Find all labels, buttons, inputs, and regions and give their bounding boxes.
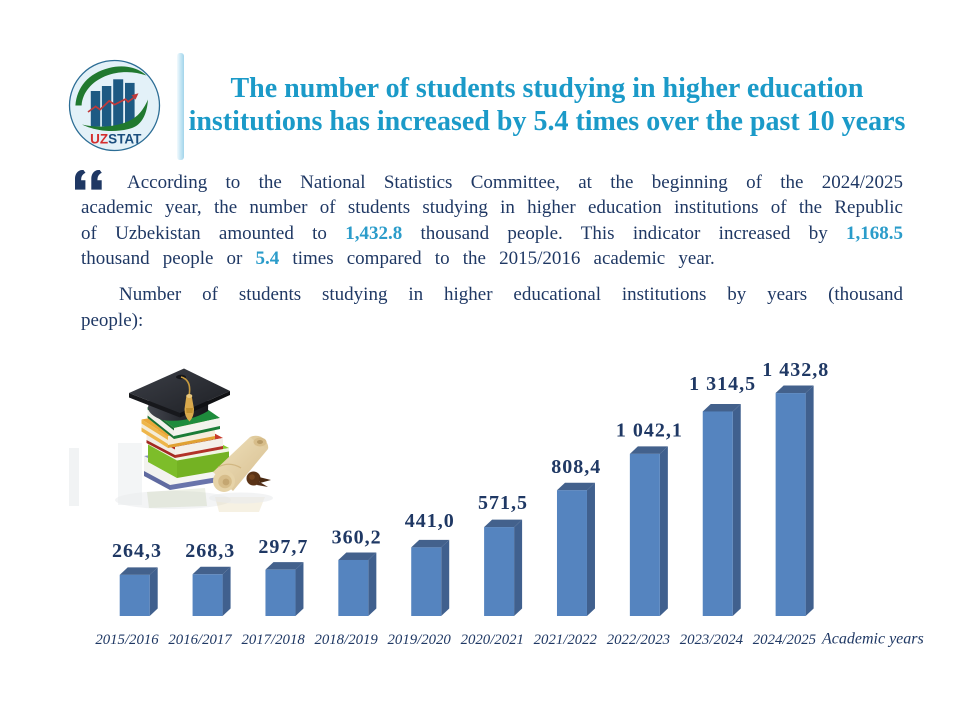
svg-text:2017/2018: 2017/2018 [241, 632, 305, 648]
svg-text:571,5: 571,5 [478, 492, 528, 514]
svg-text:1 042,1: 1 042,1 [616, 420, 683, 442]
svg-text:2015/2016: 2015/2016 [95, 632, 159, 648]
svg-text:UZSTAT: UZSTAT [90, 132, 142, 147]
svg-text:2022/2023: 2022/2023 [607, 632, 670, 648]
svg-text:2016/2017: 2016/2017 [168, 632, 232, 648]
svg-text:Academic years: Academic years [821, 631, 924, 648]
svg-text:360,2: 360,2 [332, 527, 382, 549]
svg-text:2024/2025: 2024/2025 [753, 632, 816, 648]
svg-text:808,4: 808,4 [551, 456, 601, 478]
svg-text:2023/2024: 2023/2024 [680, 632, 744, 648]
svg-text:268,3: 268,3 [185, 540, 235, 562]
svg-text:441,0: 441,0 [405, 510, 455, 532]
svg-text:2019/2020: 2019/2020 [388, 632, 452, 648]
svg-text:2020/2021: 2020/2021 [461, 632, 524, 648]
svg-text:2021/2022: 2021/2022 [534, 632, 598, 648]
svg-text:264,3: 264,3 [112, 540, 162, 562]
svg-text:1 432,8: 1 432,8 [762, 359, 829, 381]
svg-text:2018/2019: 2018/2019 [314, 632, 378, 648]
svg-text:1 314,5: 1 314,5 [689, 373, 756, 395]
svg-text:297,7: 297,7 [258, 536, 308, 558]
